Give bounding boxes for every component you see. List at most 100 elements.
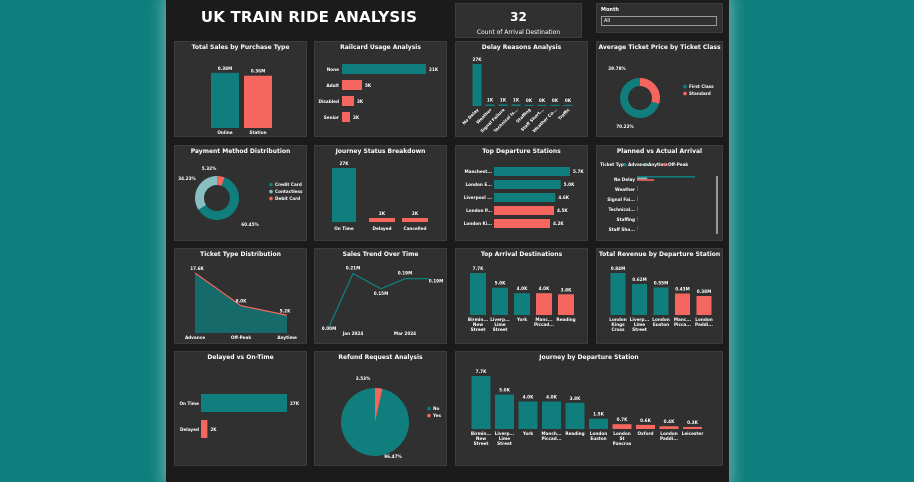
bar xyxy=(342,80,362,90)
chart-title: Journey by Departure Station xyxy=(539,354,639,361)
chart-sales-trend[interactable]: Sales Trend Over Time 0.00M 0.21M 0.15M 0.19… xyxy=(314,248,447,344)
data-label: 0.4K xyxy=(664,419,675,424)
bar xyxy=(498,104,508,106)
chart-railcard[interactable]: Railcard Usage Analysis None 21K Adult 5K Dis… xyxy=(314,41,447,137)
data-label: 29.78% xyxy=(608,66,626,71)
series-line xyxy=(194,272,288,316)
chart-svg: 17.6K Advance 8.0K Off-Peak 5.2K Anytime xyxy=(185,266,297,340)
chart-sales-purchase[interactable]: Total Sales by Purchase Type 0.38M Online 0… xyxy=(174,41,307,137)
bar xyxy=(675,293,690,315)
month-dropdown[interactable]: All xyxy=(601,16,717,26)
chart-delay-reasons[interactable]: Delay Reasons Analysis 27K No Delay 1K Weath… xyxy=(455,41,588,137)
chart-planned-actual[interactable]: Planned vs Actual Arrival Ticket Type Adva… xyxy=(596,145,723,241)
bar xyxy=(332,168,356,222)
chart-delayed-ontime[interactable]: Delayed vs On-Time On Time 27K Delayed 2K xyxy=(174,351,307,466)
data-label: 0.00M xyxy=(322,326,337,331)
bar xyxy=(637,209,638,211)
tick-label: On Time xyxy=(180,401,200,406)
pie-slice xyxy=(217,176,225,186)
bar xyxy=(201,420,208,438)
data-label: 2K xyxy=(379,211,386,216)
month-slicer[interactable]: Month All xyxy=(596,3,723,33)
tick-label: Manc... xyxy=(674,317,692,322)
legend-swatch xyxy=(269,182,273,187)
chart-refund[interactable]: Refund Request Analysis 3.53% 96.47% No Yes xyxy=(314,351,447,466)
data-label: 0K xyxy=(526,98,533,103)
chart-top-departure[interactable]: Top Departure Stations Manchest... 5.7K Lon… xyxy=(455,145,588,241)
data-label: 0K xyxy=(552,98,559,103)
tick-label: Lime xyxy=(499,436,510,441)
tick-label: Lime xyxy=(634,322,645,327)
data-label: 3.8K xyxy=(570,396,581,401)
slicer-label: Month xyxy=(601,7,619,13)
chart-title: Delay Reasons Analysis xyxy=(481,44,562,51)
data-label: 2K xyxy=(353,115,360,120)
chart-journey-departure[interactable]: Journey by Departure Station 7.7K Birmin..… xyxy=(455,351,723,466)
legend-entry: Credit Card xyxy=(275,182,302,187)
bar xyxy=(524,104,534,106)
data-label: 3.8K xyxy=(561,287,572,292)
tick-label: Station xyxy=(249,130,266,135)
data-label: 5.0K xyxy=(495,281,506,286)
data-label: 34.23% xyxy=(178,176,196,181)
chart-title: Delayed vs On-Time xyxy=(207,354,274,361)
tick-label: London Ki... xyxy=(464,221,493,226)
chart-title: Top Arrival Destinations xyxy=(480,251,563,258)
chart-title: Average Ticket Price by Ticket Class xyxy=(598,44,721,51)
chart-revenue-departure[interactable]: Total Revenue by Departure Station 0.84M L… xyxy=(596,248,723,344)
legend-swatch xyxy=(643,163,647,167)
bar xyxy=(369,218,395,222)
bar xyxy=(637,179,655,181)
tick-label: Manch... xyxy=(541,431,562,436)
chart-ticket-type[interactable]: Ticket Type Distribution 17.6K Advance 8.0K… xyxy=(174,248,307,344)
tick-label: Weather Co... xyxy=(531,107,558,134)
chart-avg-price[interactable]: Average Ticket Price by Ticket Class 29.7… xyxy=(596,41,723,137)
bar xyxy=(244,75,272,128)
chart-payment[interactable]: Payment Method Distribution 5.32% 34.23% 60… xyxy=(174,145,307,241)
tick-label: London P... xyxy=(466,208,492,213)
legend-swatch xyxy=(683,91,687,96)
data-label: 1.5K xyxy=(593,412,604,417)
bar xyxy=(494,167,570,176)
data-label: 0.6K xyxy=(640,418,651,423)
tick-label: London xyxy=(695,317,712,322)
chart-title: Top Departure Stations xyxy=(482,148,561,155)
tick-label: London xyxy=(609,317,626,322)
bar xyxy=(637,196,639,198)
legend-swatch xyxy=(269,189,273,194)
chart-title: Sales Trend Over Time xyxy=(342,251,419,258)
bar xyxy=(636,424,655,429)
legend-entry: Contactless xyxy=(275,189,303,194)
tick-label: No Delay xyxy=(614,177,635,182)
tick-label: Cancelled xyxy=(404,226,427,231)
chart-svg: 0.84MLondonKingsCross0.62MLiverp...LimeS… xyxy=(609,266,713,332)
tick-label: Mar 2024 xyxy=(394,331,416,336)
tick-label: Street xyxy=(493,327,508,332)
legend-entry: No xyxy=(433,406,440,411)
chart-title: Journey Status Breakdown xyxy=(335,148,426,155)
tick-label: London xyxy=(613,431,630,436)
chart-svg: Manchest... 5.7K London E... 5.0K Liverpool … xyxy=(464,167,584,228)
tick-label: Leicester xyxy=(682,431,705,436)
tick-label: Reading xyxy=(565,431,584,436)
chart-svg: 7.7KBirmin...NewStreet5.0KLiverp...LimeS… xyxy=(471,369,705,446)
data-label: 17.6K xyxy=(190,266,204,271)
tick-label: London xyxy=(660,431,677,436)
chart-title: Planned vs Actual Arrival xyxy=(616,148,703,155)
bar xyxy=(485,104,495,106)
chart-title: Railcard Usage Analysis xyxy=(340,44,421,51)
tick-label: Online xyxy=(217,130,232,135)
data-label: 5.7K xyxy=(573,169,584,174)
tick-label: Piccad... xyxy=(534,322,554,327)
bar xyxy=(637,189,638,191)
tick-label: York xyxy=(516,317,528,322)
tick-label: Liverp... xyxy=(490,317,510,322)
bar xyxy=(472,64,482,106)
bar xyxy=(565,402,585,429)
data-label: 3.53% xyxy=(356,376,371,381)
chart-svg: 29.78% 70.22% First Class Standard xyxy=(608,66,714,129)
data-label: 0.38M xyxy=(218,66,233,71)
chart-top-arrival[interactable]: Top Arrival Destinations 7.7K Birmin... New… xyxy=(455,248,588,344)
tick-label: Euston xyxy=(653,322,669,327)
chart-journey-status[interactable]: Journey Status Breakdown 27K On Time 2K Dela… xyxy=(314,145,447,241)
